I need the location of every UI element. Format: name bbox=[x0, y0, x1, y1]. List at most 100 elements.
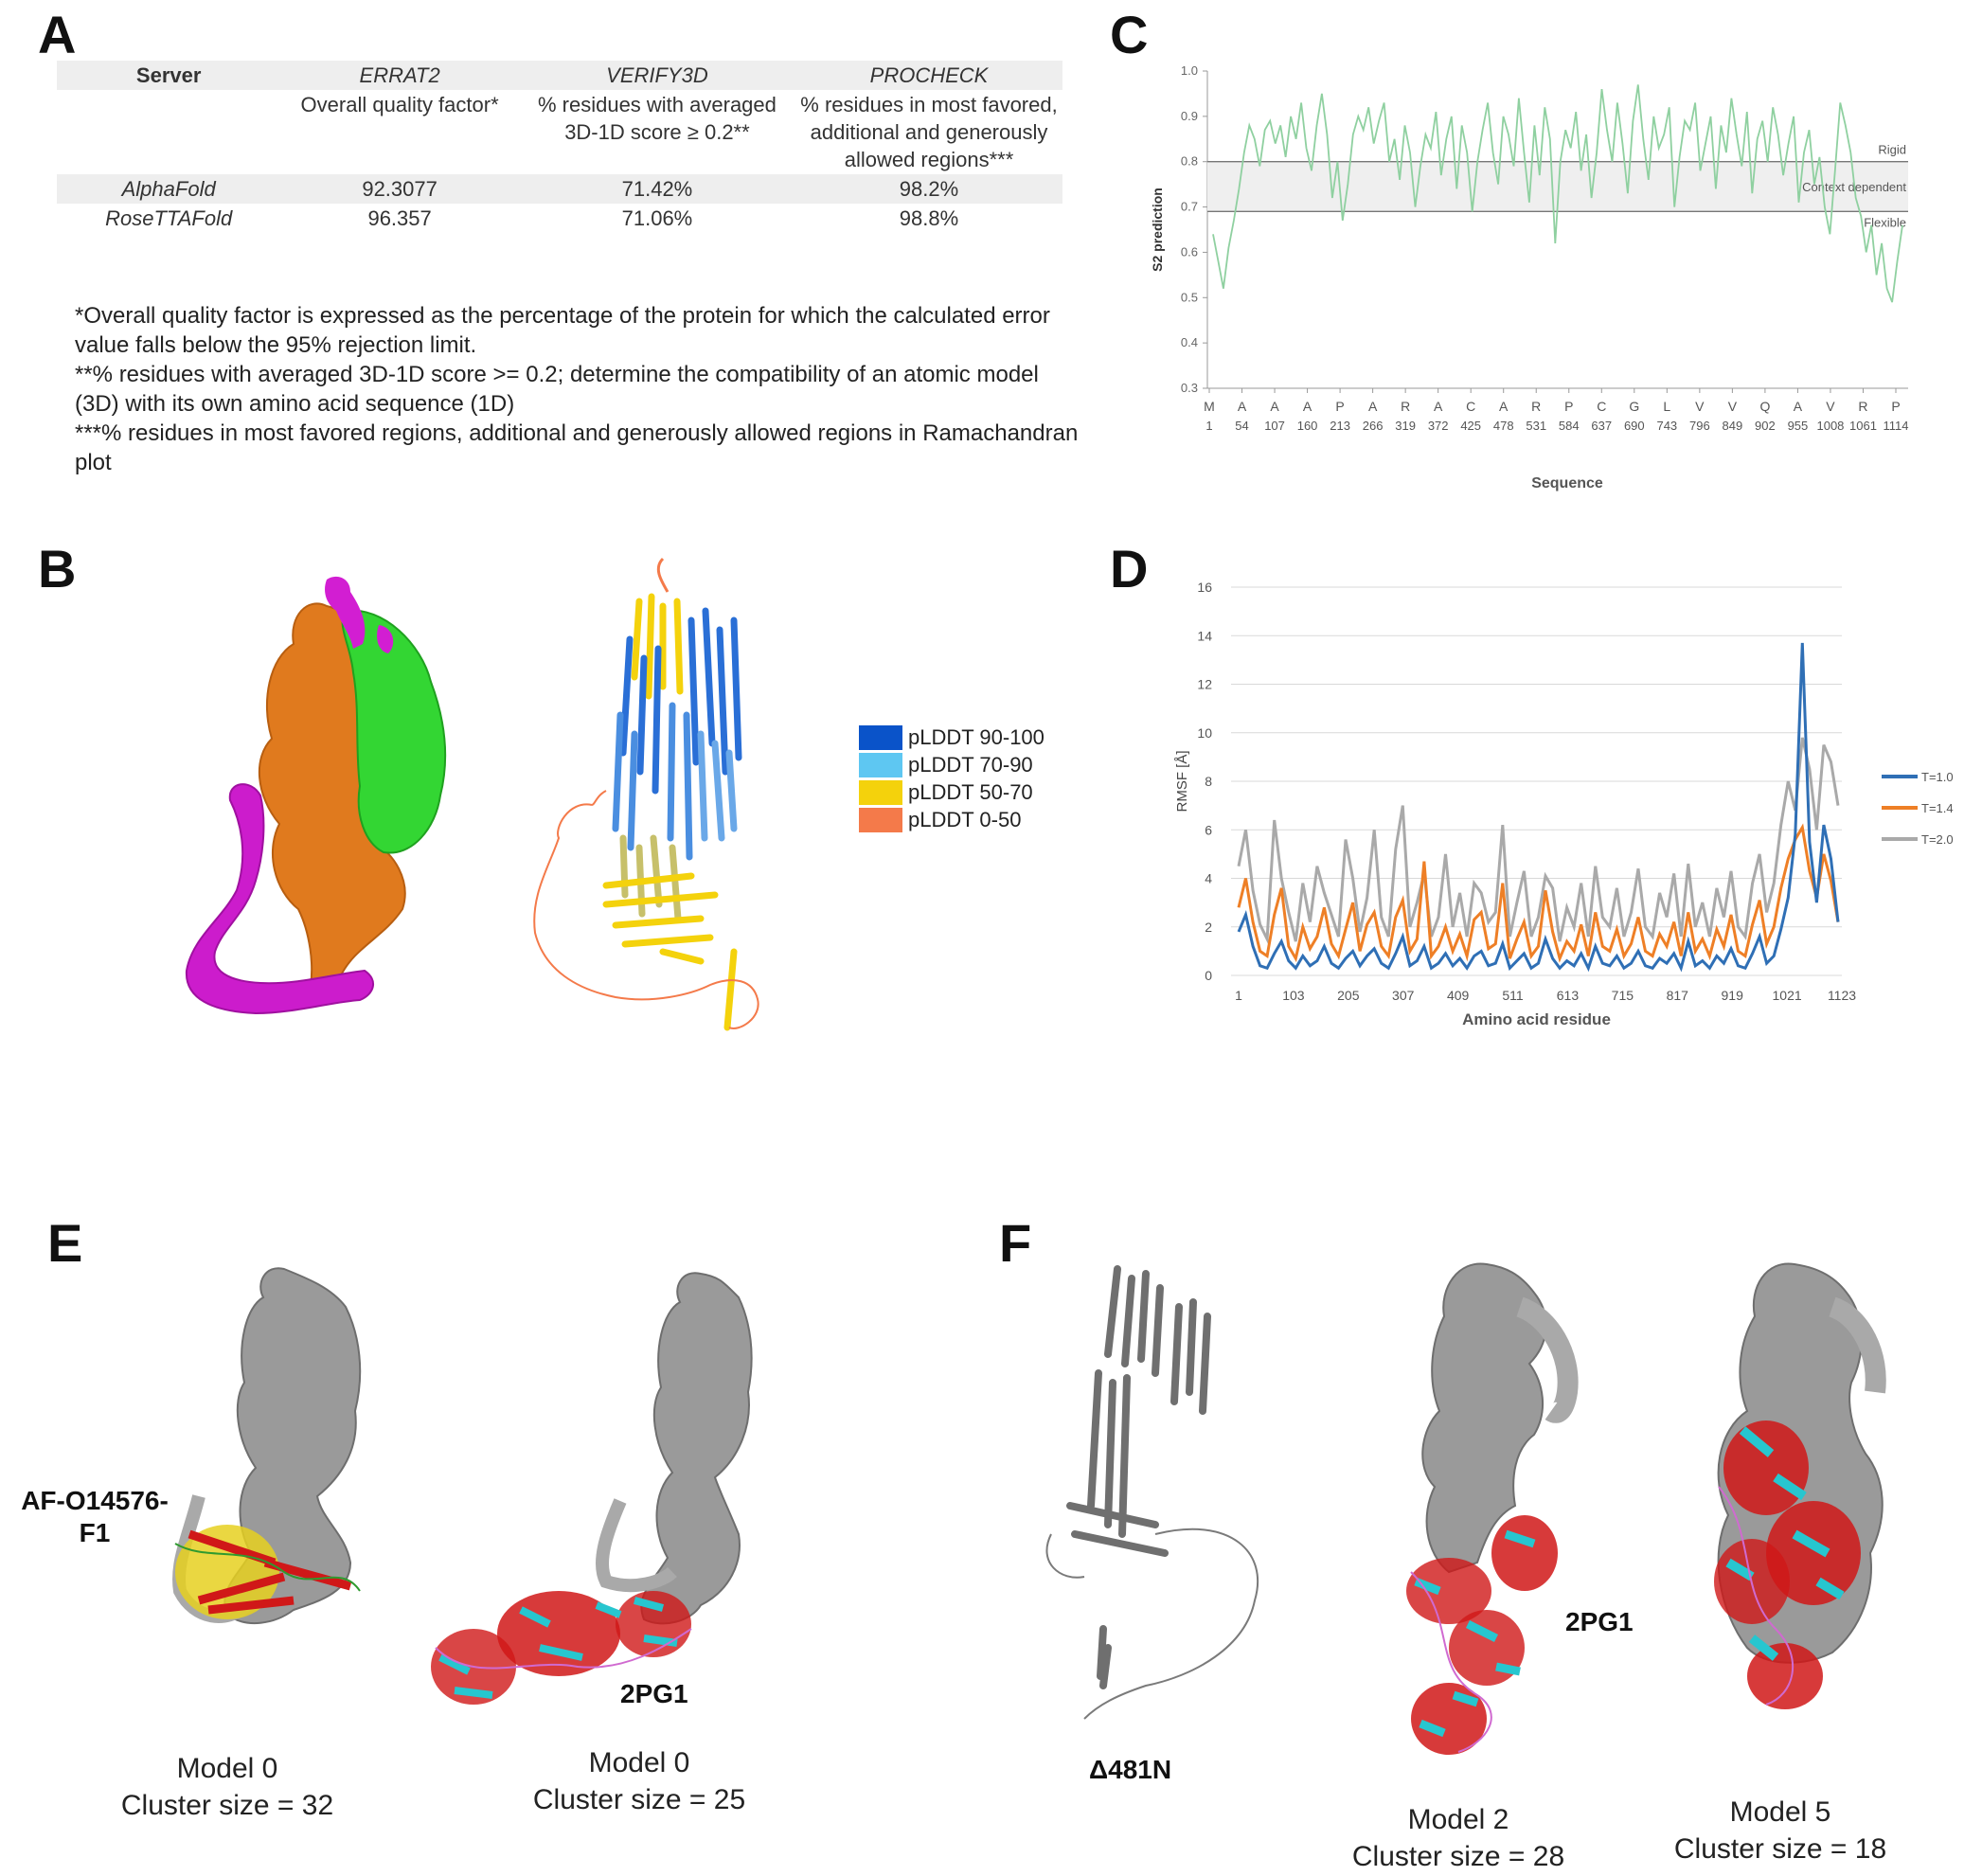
y-tick-label: 1.0 bbox=[1181, 63, 1198, 78]
x-tick-label: 511 bbox=[1502, 988, 1524, 1003]
panel-letter-b: B bbox=[38, 539, 77, 599]
x-residue-number: 531 bbox=[1526, 419, 1546, 433]
x-tick-label: 613 bbox=[1557, 988, 1580, 1003]
x-residue-number: 107 bbox=[1264, 419, 1285, 433]
quality-table: Server ERRAT2 VERIFY3D PROCHECK Overall … bbox=[57, 61, 1062, 233]
y-tick-label: 0 bbox=[1205, 968, 1212, 983]
footnote-2: **% residues with averaged 3D-1D score >… bbox=[75, 362, 1039, 417]
row-verify: 71.42% bbox=[518, 174, 795, 204]
legend-swatch bbox=[859, 808, 902, 832]
x-residue-letter: A bbox=[1270, 399, 1279, 414]
x-residue-letter: V bbox=[1826, 399, 1835, 414]
surface-model-image bbox=[185, 576, 447, 1015]
x-residue-letter: P bbox=[1335, 399, 1344, 414]
s2-series-line bbox=[1212, 84, 1903, 303]
y-tick-label: 6 bbox=[1205, 822, 1212, 837]
header-server: Server bbox=[57, 61, 281, 90]
y-tick-label: 0.3 bbox=[1181, 381, 1198, 395]
x-tick-label: 205 bbox=[1337, 988, 1360, 1003]
table-footnotes: *Overall quality factor is expressed as … bbox=[75, 301, 1079, 477]
x-residue-letter: C bbox=[1466, 399, 1475, 414]
row-server: RoseTTAFold bbox=[105, 206, 233, 230]
x-residue-letter: A bbox=[1794, 399, 1803, 414]
x-tick-label: 103 bbox=[1282, 988, 1305, 1003]
header-procheck: PROCHECK bbox=[795, 61, 1062, 90]
x-residue-letter: A bbox=[1499, 399, 1509, 414]
y-tick-label: 10 bbox=[1197, 725, 1212, 741]
x-tick-label: 817 bbox=[1667, 988, 1689, 1003]
legend-label: T=1.0 bbox=[1921, 770, 1954, 784]
y-tick-label: 0.4 bbox=[1181, 335, 1198, 349]
x-tick-label: 919 bbox=[1722, 988, 1744, 1003]
x-residue-number: 1061 bbox=[1849, 419, 1877, 433]
footnote-1: *Overall quality factor is expressed as … bbox=[75, 303, 1050, 358]
subheader-errat2: Overall quality factor* bbox=[300, 93, 499, 116]
footnote-3: ***% residues in most favored regions, a… bbox=[75, 420, 1079, 475]
row-procheck: 98.8% bbox=[899, 206, 959, 230]
header-errat2: ERRAT2 bbox=[280, 61, 519, 90]
threshold-label: Flexible bbox=[1864, 215, 1906, 229]
delta481n-model-image bbox=[1045, 1265, 1259, 1720]
x-residue-letter: V bbox=[1728, 399, 1738, 414]
x-residue-number: 1008 bbox=[1816, 419, 1844, 433]
label-af-o14576-f1: AF-O14576-F1 bbox=[21, 1486, 169, 1547]
row-verify: 71.06% bbox=[621, 206, 693, 230]
subheader-verify3d: % residues with averaged 3D-1D score ≥ 0… bbox=[537, 93, 777, 144]
y-axis-title: S2 prediction bbox=[1150, 188, 1165, 272]
row-errat: 96.357 bbox=[367, 206, 432, 230]
rmsf-chart: 0 2 4 6 8 10 12 14 16 1 103 205 307 409 511 613 715 817 91… bbox=[1174, 580, 1954, 1028]
threshold-label: Rigid bbox=[1878, 143, 1906, 157]
table-header-row: Server ERRAT2 VERIFY3D PROCHECK bbox=[57, 61, 1062, 90]
caption-cluster-f2: Cluster size = 18 bbox=[1673, 1833, 1887, 1865]
x-residue-number: 690 bbox=[1624, 419, 1645, 433]
x-axis-title: Sequence bbox=[1531, 475, 1603, 491]
y-tick-label: 2 bbox=[1205, 920, 1212, 935]
x-residue-number: 213 bbox=[1330, 419, 1350, 433]
panel-letter-c: C bbox=[1110, 5, 1149, 64]
legend-item: pLDDT 90-100 bbox=[859, 725, 1124, 750]
y-tick-label: 0.9 bbox=[1181, 109, 1198, 123]
docking-model-2-image bbox=[1406, 1262, 1579, 1755]
panel-letter-a: A bbox=[38, 5, 77, 64]
x-axis-title: Amino acid residue bbox=[1462, 1010, 1611, 1028]
x-residue-number: 955 bbox=[1788, 419, 1809, 433]
x-residue-letter: R bbox=[1531, 399, 1541, 414]
x-tick-label: 409 bbox=[1447, 988, 1470, 1003]
y-tick-label: 8 bbox=[1205, 774, 1212, 789]
x-residue-number: 637 bbox=[1591, 419, 1612, 433]
caption-cluster-f1: Cluster size = 28 bbox=[1351, 1841, 1565, 1872]
x-residue-number: 584 bbox=[1559, 419, 1580, 433]
row-procheck: 98.2% bbox=[795, 174, 1062, 204]
x-residue-letter: P bbox=[1891, 399, 1900, 414]
label-2pg1-f: 2PG1 bbox=[1565, 1607, 1634, 1636]
x-residue-letter: P bbox=[1564, 399, 1573, 414]
caption-cluster-e1: Cluster size = 32 bbox=[120, 1790, 334, 1821]
x-residue-letter: A bbox=[1238, 399, 1247, 414]
docking-model-5-image bbox=[1714, 1262, 1886, 1709]
caption-model-f1: Model 2 bbox=[1407, 1804, 1509, 1835]
docking-model-af-image bbox=[172, 1267, 362, 1625]
docking-model-2pg1-image bbox=[431, 1272, 753, 1705]
x-residue-number: 902 bbox=[1755, 419, 1776, 433]
x-residue-letter: R bbox=[1401, 399, 1410, 414]
subheader-server bbox=[57, 90, 280, 174]
y-tick-label: 14 bbox=[1197, 628, 1212, 643]
x-tick-label: 307 bbox=[1392, 988, 1415, 1003]
legend-swatch bbox=[859, 725, 902, 750]
x-residue-letter: A bbox=[1368, 399, 1378, 414]
legend-label: T=2.0 bbox=[1921, 832, 1954, 847]
x-residue-letter: R bbox=[1858, 399, 1867, 414]
label-delta481n: Δ481N bbox=[1089, 1755, 1172, 1784]
x-residue-number: 372 bbox=[1428, 419, 1449, 433]
legend-label: T=1.4 bbox=[1921, 801, 1954, 815]
y-axis-title: RMSF [Å] bbox=[1174, 750, 1190, 812]
row-server: AlphaFold bbox=[57, 174, 281, 204]
table-row: RoseTTAFold 96.357 71.06% 98.8% bbox=[57, 204, 1062, 233]
legend-swatch bbox=[859, 753, 902, 777]
x-residue-number: 319 bbox=[1395, 419, 1416, 433]
y-tick-label: 0.5 bbox=[1181, 290, 1198, 304]
table-subheader-row: Overall quality factor* % residues with … bbox=[57, 90, 1062, 174]
legend-item: pLDDT 0-50 bbox=[859, 808, 1124, 832]
x-residue-number: 54 bbox=[1235, 419, 1248, 433]
row-errat: 92.3077 bbox=[280, 174, 519, 204]
